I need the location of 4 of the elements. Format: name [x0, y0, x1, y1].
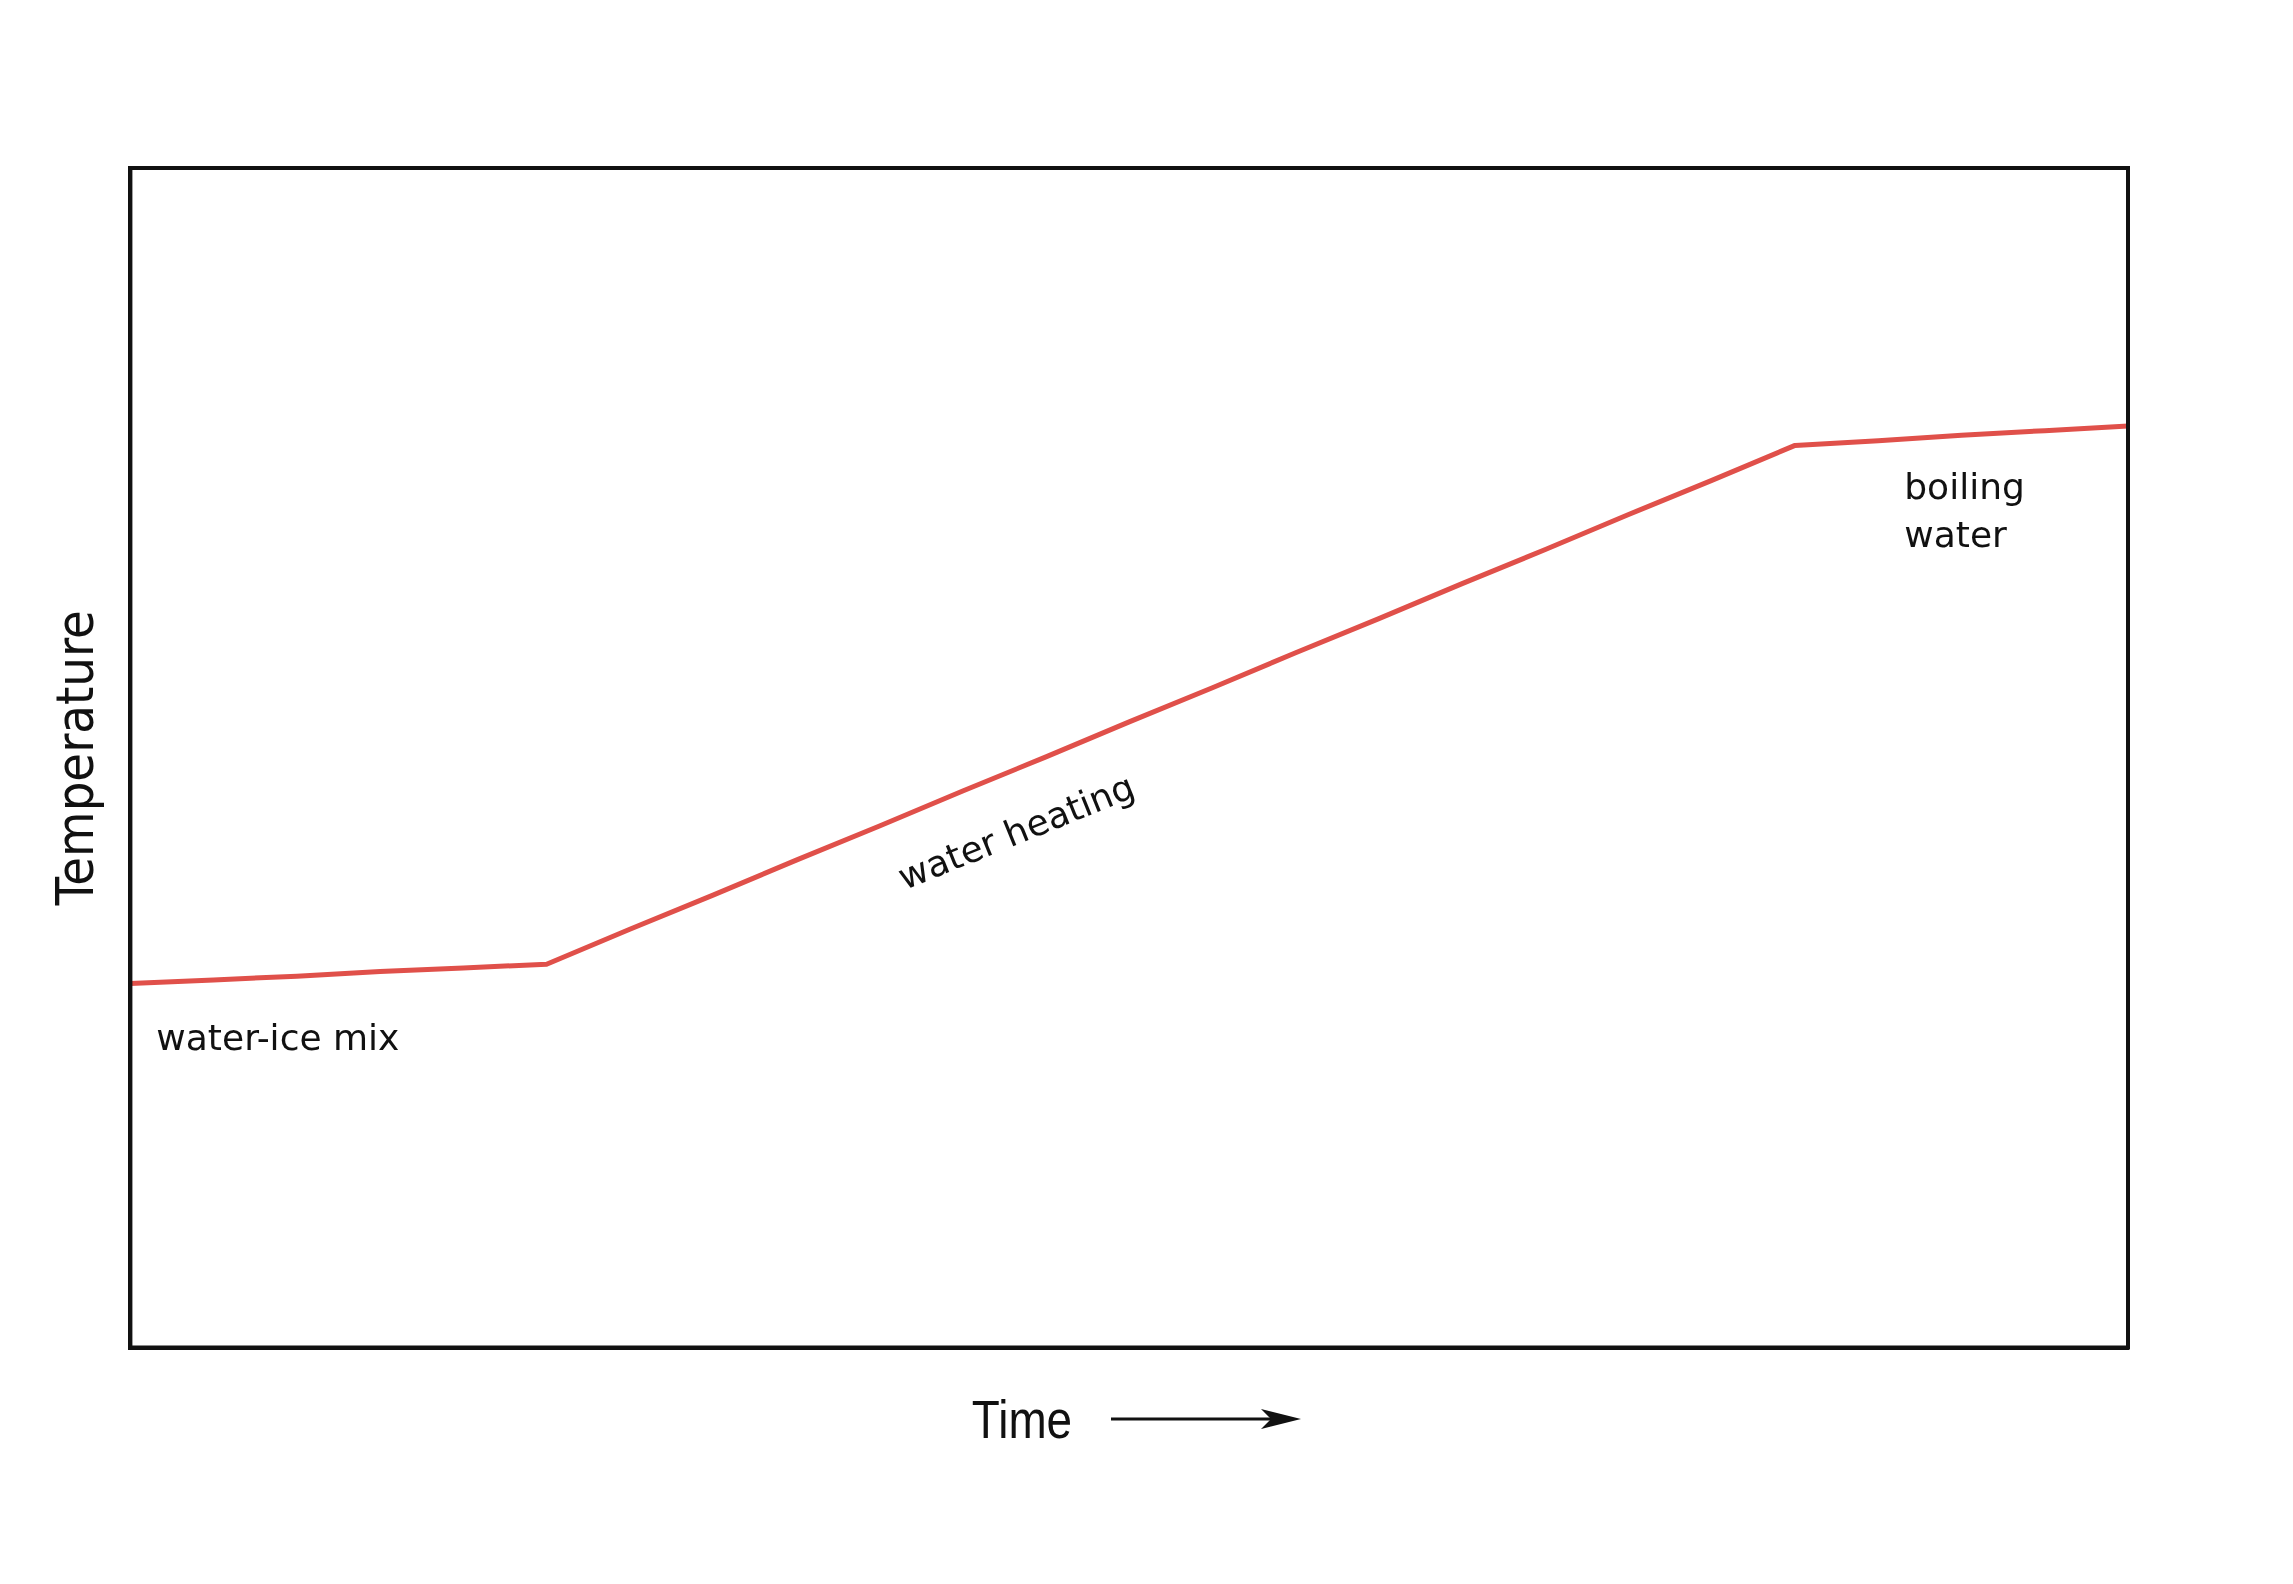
- annotation: water-ice mix: [156, 1017, 400, 1059]
- x-axis-title: Time: [971, 1388, 1073, 1450]
- y-axis-title: Temperature: [44, 610, 105, 907]
- annotation: boiling water: [1904, 466, 2025, 556]
